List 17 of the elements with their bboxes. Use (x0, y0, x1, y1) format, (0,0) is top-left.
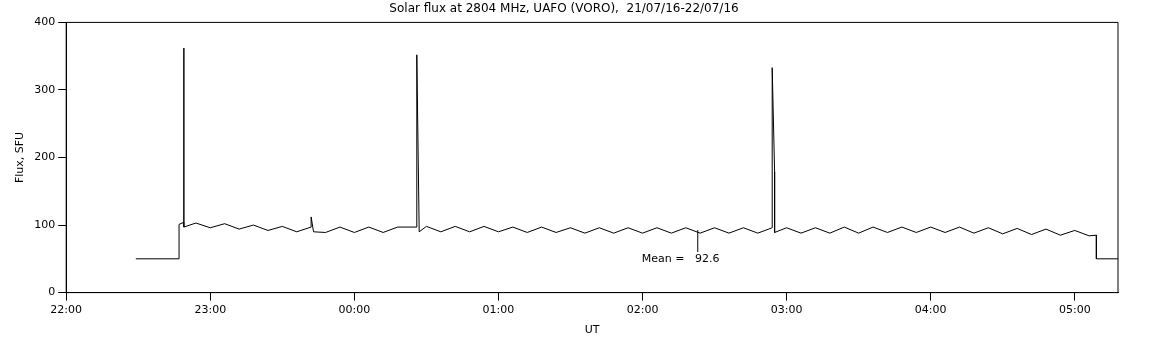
y-tick-label: 100 (34, 217, 56, 231)
x-tick-label: 01:00 (482, 303, 515, 317)
y-axis-title: Flux, SFU (13, 131, 27, 184)
x-tick-label: 04:00 (914, 303, 947, 317)
x-tick-label: 02:00 (626, 303, 659, 317)
y-tick-label: 0 (48, 285, 56, 299)
y-tick-label: 200 (34, 150, 56, 164)
x-axis-title: UT (584, 323, 600, 337)
y-tick-label: 300 (34, 82, 56, 96)
x-tick-label: 05:00 (1058, 303, 1091, 317)
chart-title: Solar flux at 2804 MHz, UAFO (VORO), 21/07/16-22/07/16 (389, 1, 739, 16)
x-tick-label: 00:00 (338, 303, 371, 317)
x-tick-label: 22:00 (50, 303, 83, 317)
x-tick-label: 03:00 (770, 303, 803, 317)
x-tick-label: 23:00 (194, 303, 227, 317)
y-tick-label: 400 (34, 15, 56, 29)
annotation: Mean = 92.6 (641, 252, 720, 266)
